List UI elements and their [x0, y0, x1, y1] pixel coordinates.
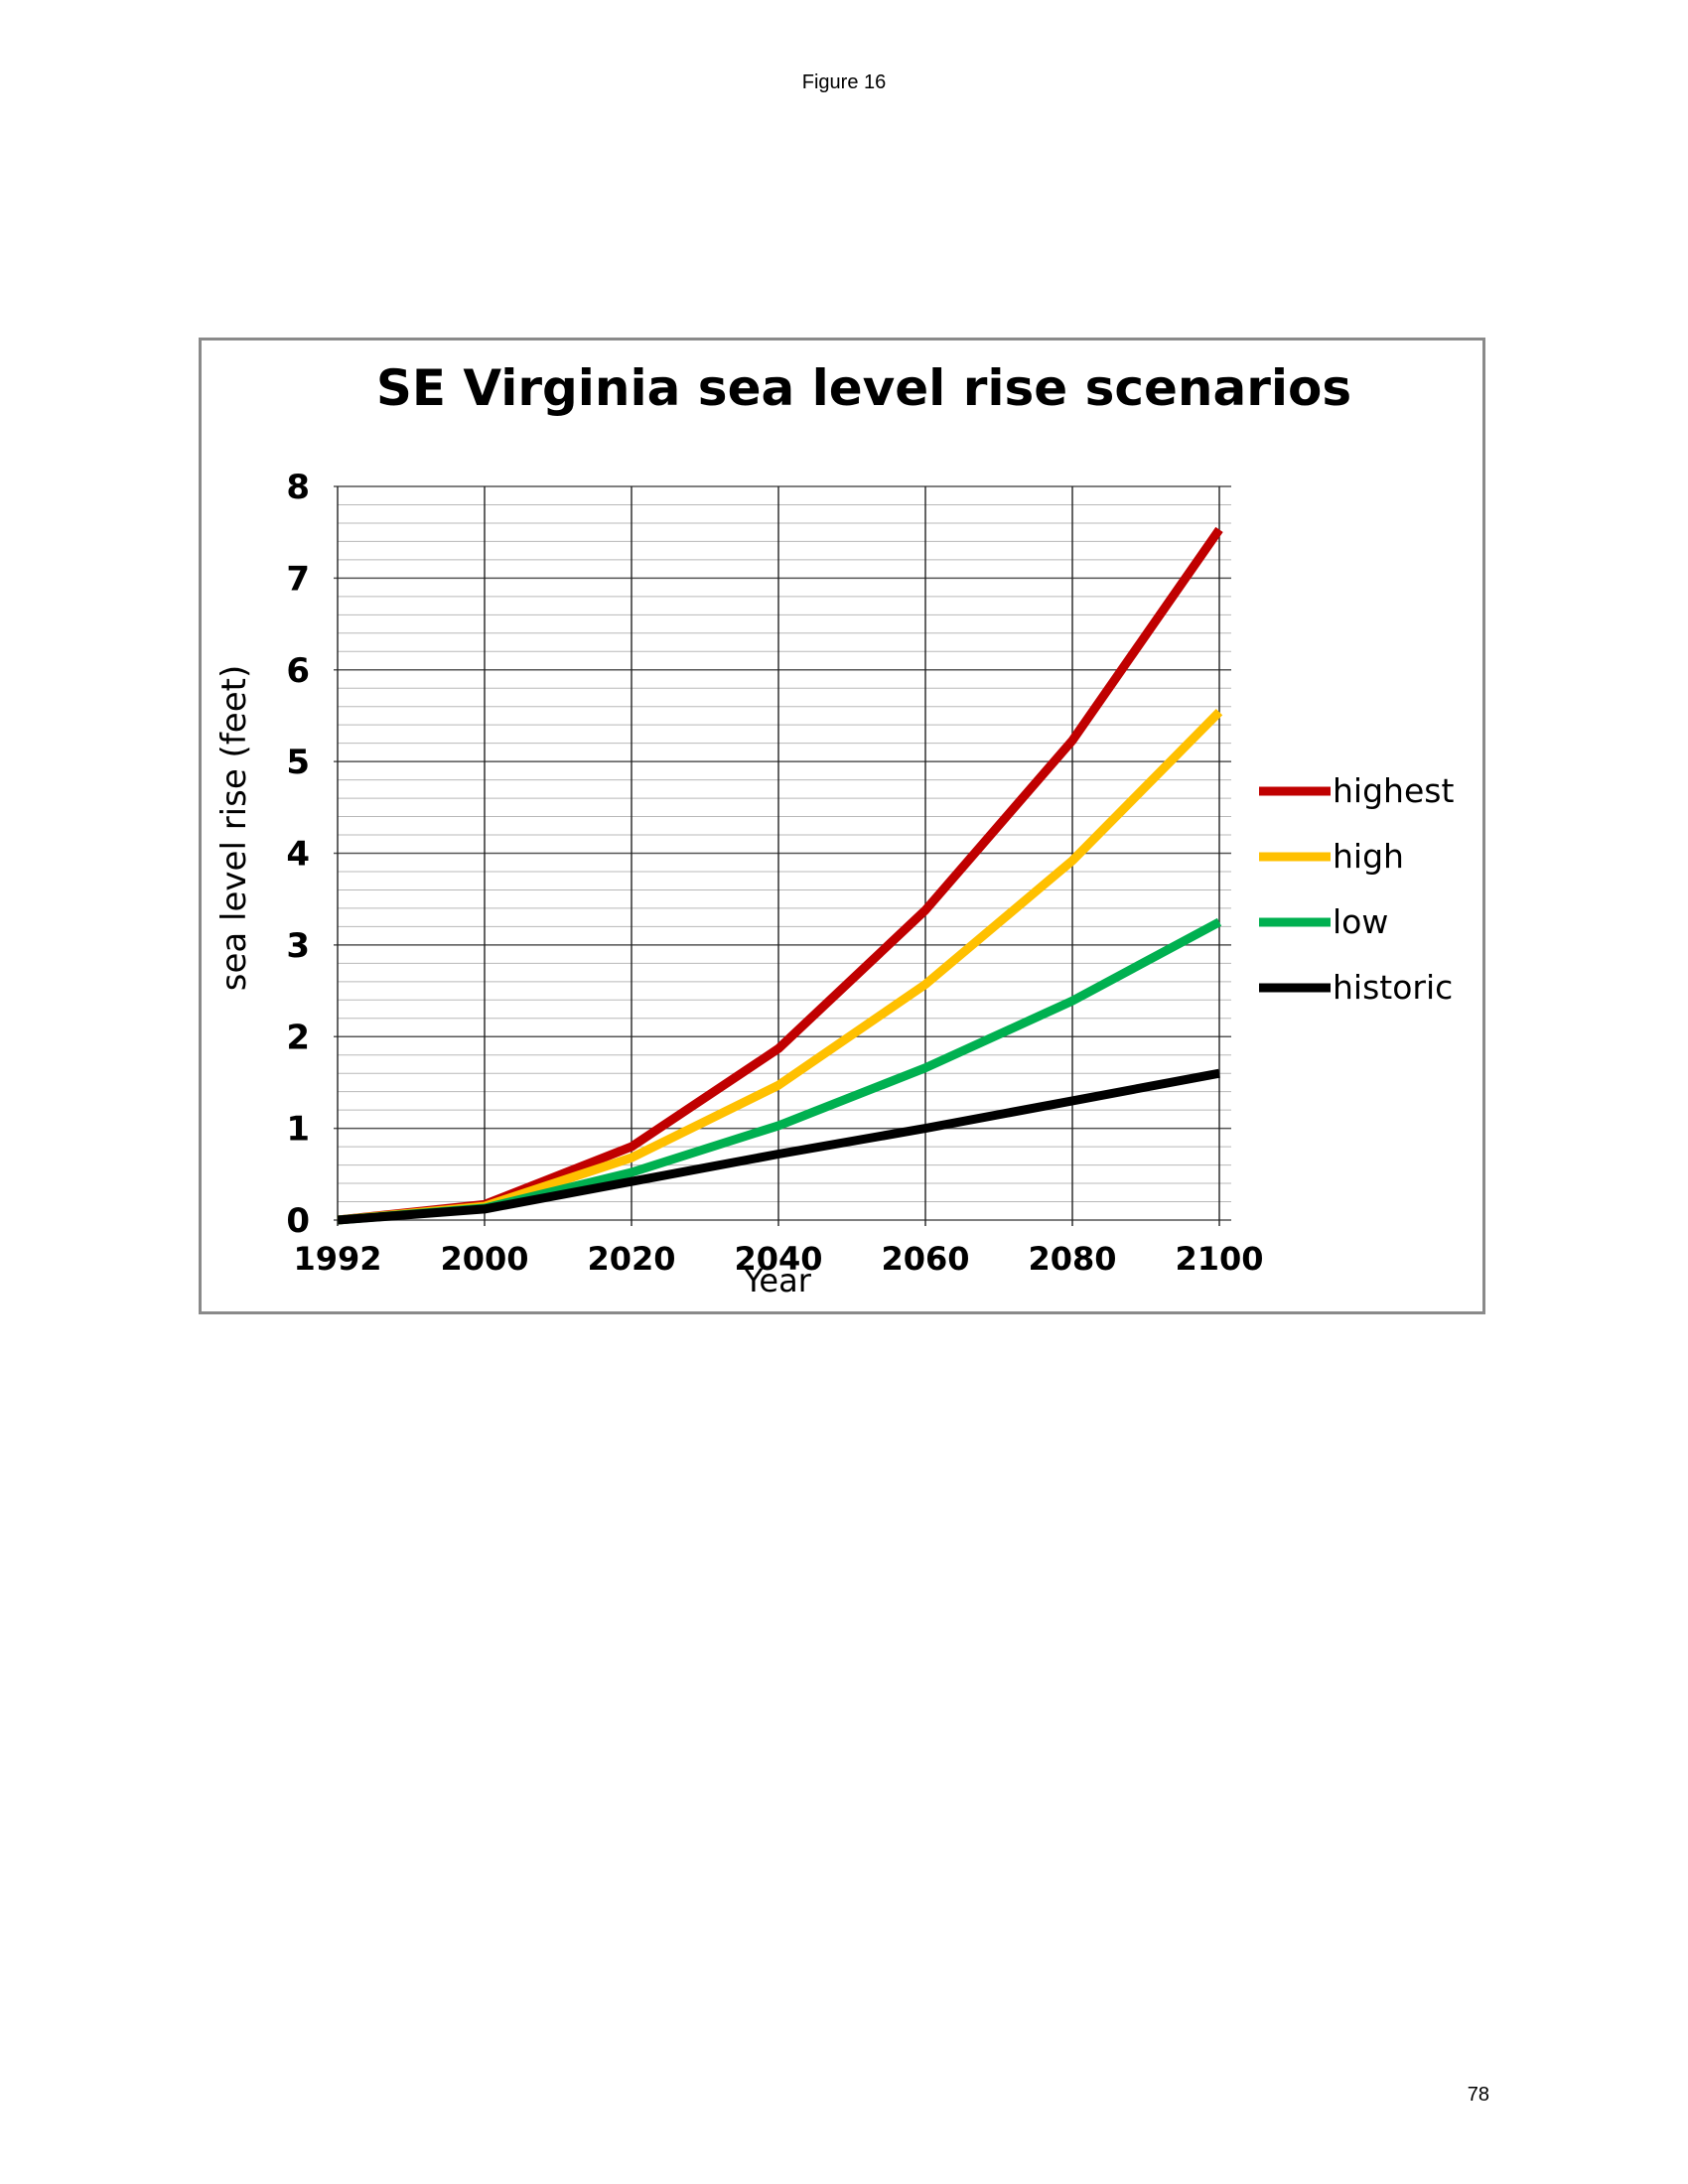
page-number: 78 [1467, 2084, 1489, 2106]
y-tick-label: 2 [286, 1018, 310, 1057]
y-tick-label: 8 [286, 468, 310, 507]
x-axis-ticks: 1992 2000 2020 2040 2060 2080 2100 [293, 1240, 1263, 1278]
y-axis-label: sea level rise (feet) [214, 665, 254, 991]
x-tick-label: 2080 [1028, 1240, 1116, 1278]
x-tick-label: 2060 [881, 1240, 969, 1278]
legend-label-highest: highest [1333, 771, 1454, 810]
x-tick-label: 2000 [440, 1240, 528, 1278]
x-tick-label: 2040 [734, 1240, 822, 1278]
x-axis-label: Year [743, 1262, 812, 1299]
page-header: Figure 16 [801, 71, 887, 93]
x-tick-label: 2100 [1175, 1240, 1263, 1278]
chart-frame: SE Virginia sea level rise scenarios 0 1 2… [199, 338, 1485, 1314]
legend-label-high: high [1333, 837, 1404, 876]
y-tick-label: 7 [286, 559, 310, 599]
y-axis-ticks: 0 1 2 3 4 5 6 7 8 [286, 468, 310, 1241]
major-gridlines [334, 485, 1231, 1226]
x-tick-label: 1992 [293, 1240, 381, 1278]
line-chart: SE Virginia sea level rise scenarios 0 1 2… [214, 359, 1454, 1299]
y-tick-label: 4 [286, 835, 310, 875]
y-tick-label: 1 [286, 1110, 310, 1150]
series-line-historic [337, 1068, 1220, 1225]
y-tick-label: 5 [286, 743, 310, 782]
legend-label-historic: historic [1333, 968, 1453, 1007]
x-tick-label: 2020 [587, 1240, 675, 1278]
series-lines [337, 526, 1223, 1225]
y-tick-label: 3 [286, 926, 310, 966]
chart-title: SE Virginia sea level rise scenarios [376, 359, 1351, 417]
legend: highest high low historic [1259, 771, 1454, 1007]
y-tick-label: 0 [286, 1201, 310, 1241]
legend-label-low: low [1333, 902, 1388, 941]
y-tick-label: 6 [286, 651, 310, 691]
